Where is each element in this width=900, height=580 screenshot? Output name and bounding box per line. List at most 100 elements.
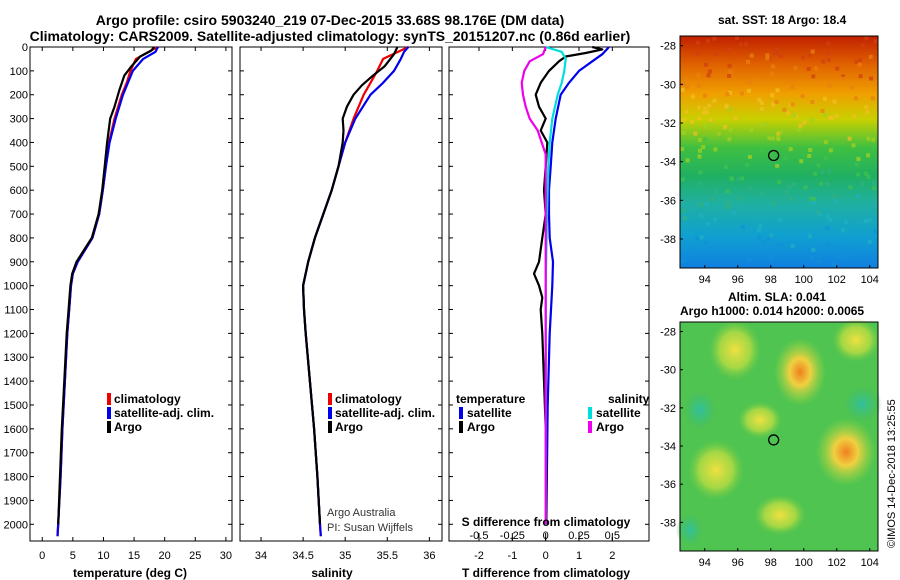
sst-pixel — [779, 242, 784, 247]
sst-pixel — [826, 246, 831, 251]
sst-pixel — [844, 220, 848, 225]
legend-title-temperature: temperature — [456, 392, 526, 406]
sst-pixel — [698, 181, 703, 186]
sst-pixel — [680, 259, 685, 264]
temperature-panel-frame — [29, 46, 233, 542]
sst-pixel — [696, 51, 701, 56]
sst-pixel — [833, 198, 837, 203]
sst-pixel — [871, 145, 876, 149]
x-tick-label: -1 — [507, 550, 517, 562]
legend-swatch-satellite — [107, 407, 111, 419]
sst-pixel — [808, 234, 813, 239]
sst-pixel — [816, 259, 821, 264]
sst-pixel — [705, 222, 710, 227]
difference-panel-frame — [448, 46, 650, 542]
argo-australia-label: Argo Australia — [327, 507, 396, 519]
sst-pixel — [727, 47, 732, 52]
y-tick-label: 1700 — [4, 448, 28, 460]
sst-pixel — [812, 197, 817, 202]
map-x-tick-label: 96 — [732, 274, 744, 286]
legend-swatch-climatology — [328, 393, 332, 405]
sst-pixel — [755, 77, 760, 82]
sst-pixel — [810, 117, 815, 122]
x-tick-label: 20 — [159, 550, 171, 562]
sst-pixel — [766, 237, 771, 242]
sst-pixel — [807, 53, 812, 58]
x-tick-label: -2 — [474, 550, 484, 562]
sst-pixel — [708, 118, 713, 123]
sst-pixel — [701, 145, 706, 149]
map-y-tick-label: -28 — [660, 41, 676, 53]
y-tick-label: 100 — [10, 66, 28, 78]
y-tick-label: 1800 — [4, 472, 28, 484]
legend-label-satellite: satellite-adj. clim. — [335, 406, 435, 420]
sst-pixel — [867, 218, 872, 223]
legend-swatch-s-satellite — [588, 407, 592, 419]
sst-pixel — [703, 106, 708, 111]
timestamp-label: ©IMOS 14-Dec-2018 13:25:55 — [886, 399, 898, 548]
legend-swatch-argo — [328, 421, 332, 433]
sst-pixel — [806, 67, 811, 71]
sst-pixel — [808, 148, 813, 152]
sst-pixel — [858, 58, 863, 62]
figure-title-line-1: Argo profile: csiro 5903240_219 07-Dec-2… — [95, 12, 565, 28]
sst-pixel — [697, 105, 702, 110]
sla-map-border — [679, 321, 879, 552]
map-x-tick-label: 96 — [732, 557, 744, 569]
sst-pixel — [820, 170, 825, 175]
sst-pixel — [841, 74, 846, 79]
sst-pixel — [827, 83, 832, 88]
map-y-tick-label: -28 — [660, 327, 676, 339]
salinity-legend: climatology satellite-adj. clim. Argo — [328, 392, 435, 434]
map-x-tick-label: 98 — [765, 557, 777, 569]
sst-pixel — [697, 138, 702, 142]
sst-pixel — [728, 69, 733, 74]
sla-anomaly-blob — [682, 388, 718, 432]
sla-anomaly-blob — [754, 495, 806, 535]
sst-pixel — [778, 130, 783, 135]
map-y-tick-label: -30 — [660, 365, 676, 377]
sst-pixel — [724, 165, 728, 169]
legend-label-s-argo: Argo — [596, 420, 624, 434]
salinity-plot: 34 34.5 35 35.5 36 — [240, 46, 442, 562]
sst-pixel — [683, 216, 687, 221]
sst-pixel — [864, 36, 869, 41]
sst-pixel — [765, 122, 770, 126]
sst-pixel — [770, 93, 775, 98]
sst-pixel — [828, 148, 833, 153]
sst-pixel — [732, 210, 737, 215]
sst-pixel — [828, 116, 833, 120]
sst-pixel — [741, 224, 745, 229]
legend-label-t-satellite: satellite — [467, 406, 512, 420]
sst-pixel — [760, 191, 764, 196]
sst-pixel — [699, 235, 704, 240]
sst-pixel — [790, 244, 795, 249]
sst-pixel — [705, 38, 710, 43]
y-tick-label: 600 — [10, 185, 28, 197]
sst-pixel — [826, 41, 831, 46]
s-difference-label: S difference from climatology — [462, 515, 631, 529]
sst-pixel — [749, 53, 754, 58]
legend-label-climatology: climatology — [114, 392, 181, 406]
sst-pixel — [760, 239, 765, 244]
sst-pixel — [714, 189, 718, 194]
difference-x-label: T difference from climatology — [462, 566, 630, 580]
x-tick-label: 25 — [189, 550, 201, 562]
sst-pixel — [771, 251, 776, 255]
sst-pixel — [776, 131, 781, 136]
map-y-tick-label: -38 — [660, 234, 676, 246]
sst-pixel — [803, 185, 808, 190]
sla-anomaly-blob — [688, 440, 744, 500]
temperature-x-label: temperature (deg C) — [73, 566, 187, 580]
argo-position-marker — [768, 434, 780, 446]
sst-pixel — [825, 214, 830, 219]
y-tick-label: 1900 — [4, 495, 28, 507]
x-tick-label: 0 — [543, 550, 549, 562]
map-y-tick-label: -32 — [660, 118, 676, 130]
sst-pixel — [723, 124, 728, 129]
sst-pixel — [703, 93, 708, 98]
sst-pixel — [814, 66, 819, 71]
x-tick-label: 5 — [70, 550, 76, 562]
sst-pixel — [871, 137, 876, 142]
sst-pixel — [789, 196, 794, 201]
